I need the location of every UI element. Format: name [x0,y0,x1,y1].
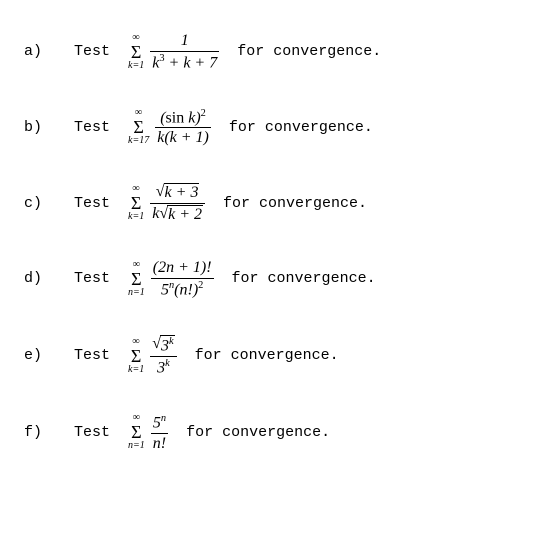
denominator: 5n(n!)2 [159,280,205,299]
numerator: (sin k)2 [158,108,208,127]
numerator: 5n [151,413,168,432]
fraction: (sin k)2 k(k + 1) [155,108,211,148]
sigma-icon: ∞Σk=1 [128,33,144,71]
problem-label: e) [24,347,56,364]
fraction: (2n + 1)! 5n(n!)2 [151,259,214,299]
tail-text: for convergence. [232,270,376,287]
problem-row: b) Test ∞Σk=17 (sin k)2 k(k + 1) for converge… [24,108,536,148]
tail-text: for convergence. [186,424,330,441]
numerator: k + 3 [154,183,202,202]
sigma-icon: ∞Σk=17 [128,108,149,146]
test-word: Test [74,119,110,136]
fraction: 1 k3 + k + 7 [150,32,219,72]
series-expression: ∞Σn=1 (2n + 1)! 5n(n!)2 [128,259,214,299]
problem-list: a)Test∞Σk=11k3 + k + 7for convergence.b)… [24,32,536,452]
tail-text: for convergence. [229,119,373,136]
series-expression: ∞Σn=1 5n n! [128,413,168,453]
sigma-icon: ∞Σk=1 [128,337,144,375]
problem-row: d) Test ∞Σn=1 (2n + 1)! 5n(n!)2 for convergen… [24,259,536,299]
problem-row: f) Test ∞Σn=1 5n n! for convergence. [24,413,536,453]
test-word: Test [74,270,110,287]
problem-label: a) [24,43,56,60]
problem-label: f) [24,424,56,441]
numerator: 3k [150,335,176,355]
fraction: 5n n! [151,413,168,453]
numerator: (2n + 1)! [151,259,214,277]
series-expression: ∞Σk=13k3k [128,335,177,377]
problem-label: d) [24,270,56,287]
tail-text: for convergence. [195,347,339,364]
denominator: n! [151,435,168,453]
denominator: k(k + 1) [155,129,211,147]
problem-row: a) Test ∞Σk=1 1 k3 + k + 7 for convergence. [24,32,536,72]
tail-text: for convergence. [237,43,381,60]
test-word: Test [74,347,110,364]
test-word: Test [74,195,110,212]
series-expression: ∞Σk=17 (sin k)2 k(k + 1) [128,108,211,148]
problem-label: b) [24,119,56,136]
series-expression: ∞Σk=1 1 k3 + k + 7 [128,32,219,72]
problem-row: c) Test ∞Σk=1 k + 3 kk + 2 for convergence. [24,183,536,223]
sigma-icon: ∞Σn=1 [128,260,145,298]
fraction: k + 3 kk + 2 [150,183,205,223]
sigma-icon: ∞Σk=1 [128,184,144,222]
series-expression: ∞Σk=1 k + 3 kk + 2 [128,183,205,223]
test-word: Test [74,424,110,441]
tail-text: for convergence. [223,195,367,212]
denominator: k3 + k + 7 [150,53,219,72]
denominator: kk + 2 [150,205,205,224]
test-word: Test [74,43,110,60]
sigma-icon: ∞Σn=1 [128,413,145,451]
problem-label: c) [24,195,56,212]
fraction: 3k3k [150,335,176,377]
denominator: 3k [155,358,172,377]
numerator: 1 [179,32,191,50]
problem-row: e)Test∞Σk=13k3kfor convergence. [24,335,536,377]
